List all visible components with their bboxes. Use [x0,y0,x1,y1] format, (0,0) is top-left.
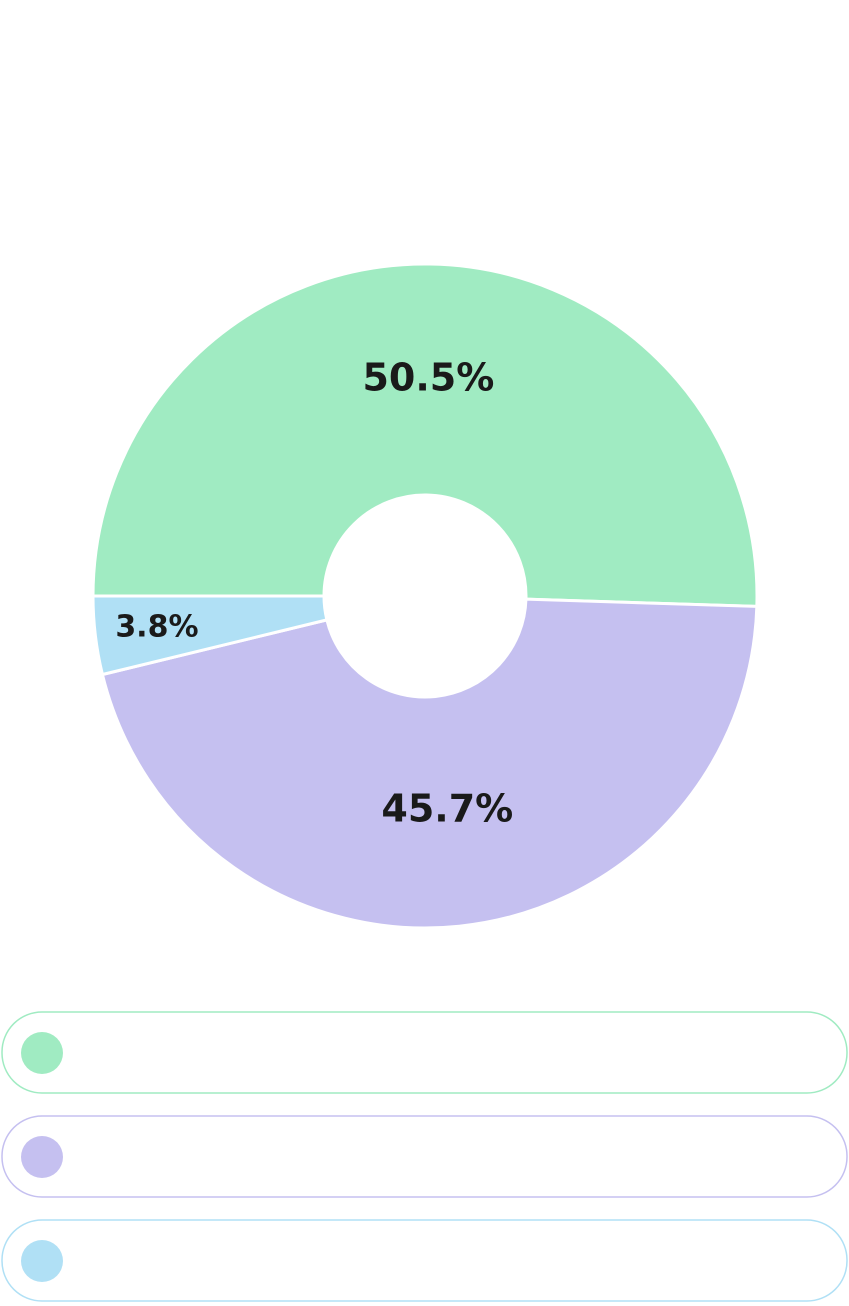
donut-slice [91,262,759,608]
legend-label: Other Vehicles — 3.8% [88,1244,469,1279]
legend-pill [1,1219,848,1302]
chart-title: H1 2024 [229,35,621,133]
donut-slice [100,597,759,930]
legend-swatch [21,1136,63,1178]
legend-pill [1,1115,848,1198]
legend-swatch [21,1032,63,1074]
donut-slice [91,594,329,677]
slice-label: 45.7% [381,786,513,830]
legend-pill [1,1011,848,1094]
legend-swatch [21,1240,63,1282]
legend-label: Private Travel — 45.7% [88,1140,477,1175]
legend-label: Group Travel — 50.5% [88,1036,459,1071]
slice-label: 50.5% [362,356,494,400]
slice-label: 3.8% [115,610,198,645]
